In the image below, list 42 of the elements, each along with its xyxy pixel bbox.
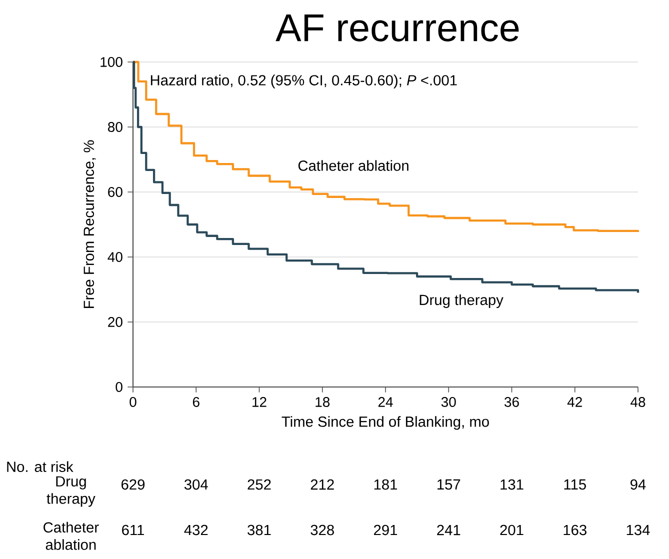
x-tick-label: 48 (630, 397, 646, 407)
x-tick-label: 30 (441, 397, 456, 407)
text: 131 (500, 479, 524, 490)
text: 381 (248, 524, 271, 536)
chart-title: AF recurrence (276, 14, 519, 42)
x-tick-label: 36 (504, 397, 519, 407)
x-axis-title: Time Since End of Blanking, mo (282, 416, 489, 430)
text: No. at risk (7, 461, 74, 472)
text: 157 (438, 479, 460, 490)
x-tick-label: 24 (378, 397, 393, 407)
text: 611 (122, 524, 144, 536)
text: 304 (184, 479, 208, 490)
text: 291 (374, 524, 398, 536)
y-tick-label: 60 (108, 187, 122, 197)
text: 181 (374, 479, 398, 490)
series-label: Drug therapy (420, 294, 504, 308)
y-tick-label: 40 (108, 252, 122, 262)
annotation: Hazard ratio, 0.52 (95% CI, 0.45-0.60); P <.001 (150, 74, 457, 88)
text: 115 (564, 479, 586, 490)
x-tick-label: 12 (252, 397, 266, 407)
text: 94 (630, 479, 646, 490)
y-tick-label: 80 (108, 122, 122, 132)
y-axis-title: Free From Recurrence, % (84, 140, 96, 308)
text: Drug therapy (46, 476, 96, 507)
text: 252 (248, 479, 271, 490)
x-tick-label: 18 (316, 397, 330, 407)
y-tick-label: 100 (100, 57, 122, 67)
text: 201 (500, 524, 524, 536)
text: 163 (564, 524, 586, 536)
text: 212 (310, 479, 334, 490)
series-label: Catheter ablation (298, 160, 408, 171)
x-tick-label: 6 (192, 397, 200, 407)
text: 241 (437, 524, 460, 536)
text: 432 (184, 524, 208, 536)
text: 328 (310, 524, 334, 536)
text: Catheter ablation (44, 522, 99, 550)
y-tick-label: 20 (108, 317, 122, 327)
x-tick-label: 0 (130, 397, 136, 407)
y-tick-label: 0 (116, 382, 122, 392)
text: 134 (626, 524, 650, 536)
x-tick-label: 42 (567, 397, 582, 407)
text: 629 (122, 479, 145, 490)
